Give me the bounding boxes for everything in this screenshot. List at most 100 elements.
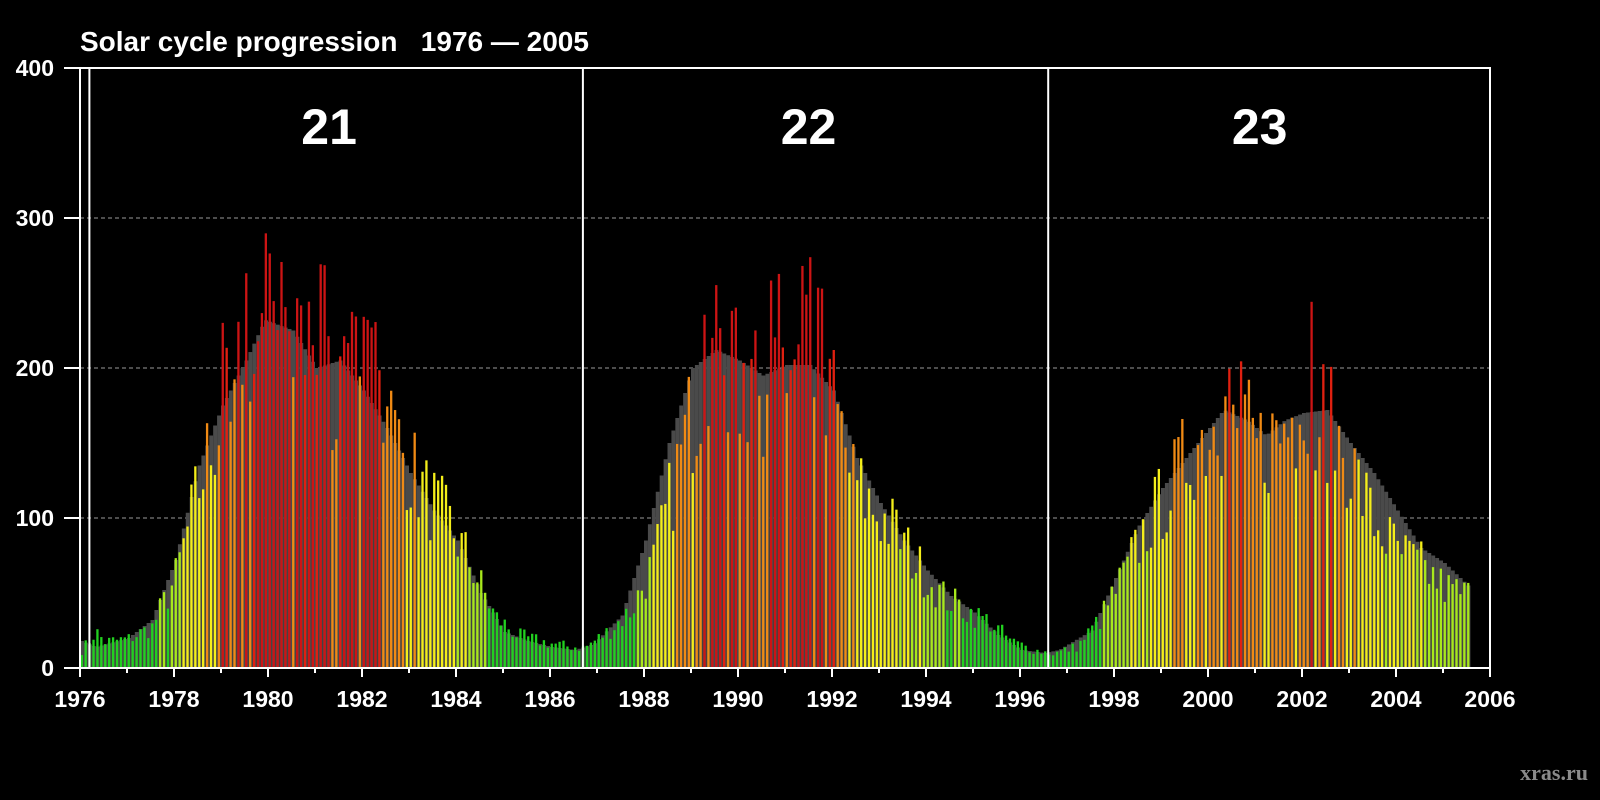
monthly-bar xyxy=(574,647,577,668)
monthly-bar xyxy=(961,618,965,668)
monthly-bar xyxy=(1036,649,1039,668)
monthly-bar xyxy=(1326,482,1329,668)
monthly-bar xyxy=(378,370,381,668)
monthly-bar xyxy=(644,598,647,668)
monthly-bar xyxy=(1020,642,1023,668)
monthly-bar xyxy=(789,370,792,668)
monthly-bar xyxy=(143,627,146,668)
monthly-bar xyxy=(785,393,788,668)
monthly-bar xyxy=(186,526,189,668)
monthly-bar xyxy=(1165,532,1168,668)
cycle-label-21: 21 xyxy=(301,99,357,155)
monthly-bar xyxy=(362,316,365,668)
monthly-bar xyxy=(397,419,401,668)
monthly-bar xyxy=(288,331,291,668)
monthly-bar xyxy=(523,629,526,668)
monthly-bar xyxy=(1236,428,1239,668)
monthly-bar xyxy=(1098,628,1102,668)
monthly-bar xyxy=(950,611,953,668)
monthly-bar xyxy=(910,578,914,668)
monthly-bar xyxy=(777,273,781,668)
monthly-bar xyxy=(370,327,373,668)
monthly-bar xyxy=(1439,568,1442,668)
monthly-bar xyxy=(413,432,416,668)
monthly-bar xyxy=(80,655,83,668)
monthly-bar xyxy=(323,265,326,668)
monthly-bar xyxy=(1377,530,1380,668)
monthly-bar xyxy=(1467,582,1470,668)
x-tick-label: 1994 xyxy=(900,686,951,712)
monthly-bar xyxy=(319,264,322,668)
monthly-bar xyxy=(440,475,444,668)
monthly-bar xyxy=(421,471,424,668)
monthly-bar xyxy=(335,439,338,668)
y-tick-label: 400 xyxy=(16,55,54,81)
monthly-bar xyxy=(1161,538,1164,668)
monthly-bar xyxy=(640,590,643,668)
monthly-bar xyxy=(393,410,397,668)
monthly-bar xyxy=(1283,423,1286,668)
monthly-bar xyxy=(997,625,1000,668)
monthly-bar xyxy=(452,538,455,668)
monthly-bar xyxy=(162,592,166,668)
monthly-bar xyxy=(1204,475,1207,668)
monthly-bar xyxy=(1118,567,1121,668)
monthly-bar xyxy=(1400,554,1403,668)
monthly-bar xyxy=(1216,455,1219,668)
monthly-bar xyxy=(1181,418,1184,668)
monthly-bar xyxy=(1016,641,1019,668)
x-tick-label: 1984 xyxy=(430,686,481,712)
chart-title: Solar cycle progression 1976 — 2005 xyxy=(80,26,589,57)
monthly-bar xyxy=(84,640,87,668)
monthly-bar xyxy=(707,426,710,668)
monthly-bar xyxy=(1290,417,1294,668)
monthly-bar xyxy=(597,634,600,668)
monthly-bar xyxy=(1384,553,1388,668)
monthly-bar xyxy=(178,552,181,668)
monthly-bar xyxy=(1095,616,1098,668)
monthly-bar xyxy=(1212,426,1215,668)
monthly-bar xyxy=(1220,475,1223,668)
monthly-bar xyxy=(205,423,209,668)
monthly-bar xyxy=(147,638,150,668)
monthly-bar xyxy=(331,450,334,668)
monthly-bar xyxy=(256,341,260,668)
monthly-bar xyxy=(1001,624,1004,668)
monthly-bar xyxy=(1361,515,1364,668)
monthly-bar xyxy=(464,532,467,668)
monthly-bar xyxy=(1189,484,1192,668)
monthly-bar xyxy=(722,375,726,668)
monthly-bar xyxy=(781,347,784,668)
monthly-bar xyxy=(1110,586,1113,668)
y-tick-label: 300 xyxy=(16,205,54,231)
monthly-bar xyxy=(260,313,264,668)
monthly-bar xyxy=(135,637,138,668)
monthly-bar xyxy=(327,336,330,668)
monthly-bar xyxy=(487,608,491,668)
x-tick-label: 1986 xyxy=(524,686,575,712)
monthly-bar xyxy=(1142,519,1145,668)
monthly-bar xyxy=(891,498,894,668)
monthly-bar xyxy=(339,356,342,668)
monthly-bar xyxy=(534,634,538,668)
monthly-bar xyxy=(844,447,847,668)
monthly-bar xyxy=(942,581,945,668)
monthly-bar xyxy=(1353,448,1356,668)
monthly-bar xyxy=(930,587,933,668)
monthly-bar xyxy=(170,585,173,668)
monthly-bar xyxy=(296,298,299,668)
monthly-bar xyxy=(460,533,463,668)
monthly-bar xyxy=(1008,638,1012,668)
monthly-bar xyxy=(648,557,651,668)
monthly-bar xyxy=(922,597,925,668)
monthly-bar xyxy=(1318,437,1321,668)
monthly-bar xyxy=(617,621,620,668)
monthly-bar xyxy=(801,265,804,668)
monthly-bar xyxy=(268,253,271,668)
monthly-bar xyxy=(386,406,389,668)
monthly-bar xyxy=(1333,470,1337,668)
monthly-bar xyxy=(104,644,107,668)
monthly-bar xyxy=(311,345,314,668)
x-tick-label: 2006 xyxy=(1464,686,1515,712)
monthly-bar xyxy=(358,376,361,668)
